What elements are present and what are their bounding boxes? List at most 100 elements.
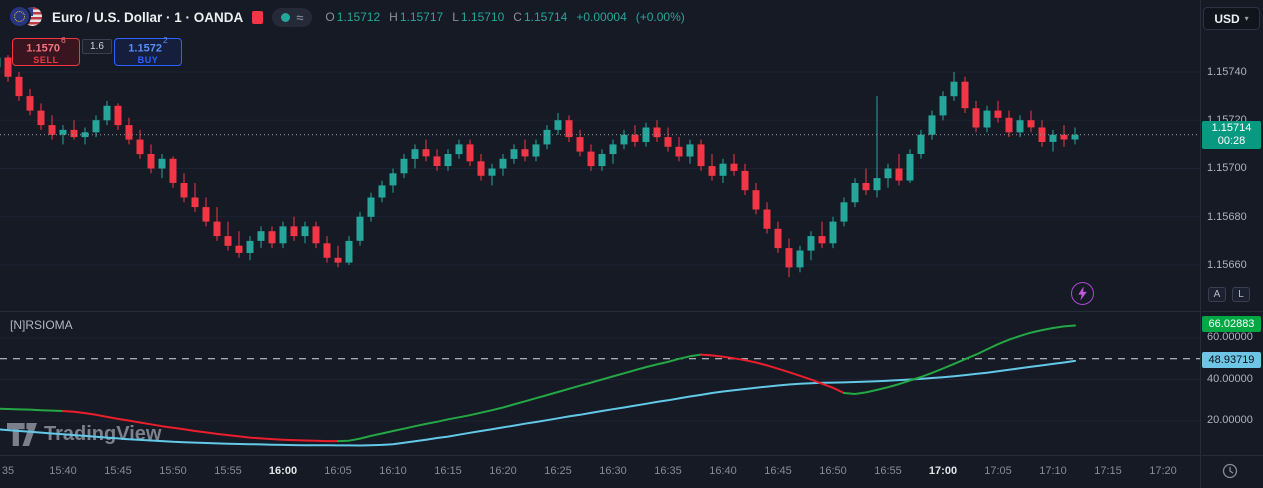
candle-body-down (169, 158, 177, 183)
time-axis-label: 15:55 (214, 465, 242, 477)
candle-body-down (972, 108, 980, 128)
indicator-status-pill[interactable]: ≈ (272, 7, 313, 27)
rsi-value-badge: 66.02883 (1202, 316, 1261, 332)
candle-body-down (862, 183, 870, 191)
candle-body-up (829, 221, 837, 244)
time-axis-label: 17:20 (1149, 465, 1177, 477)
time-axis-label: 16:30 (599, 465, 627, 477)
time-axis-label: 15:45 (104, 465, 132, 477)
sell-button[interactable]: 1.15706 SELL (12, 36, 80, 66)
candle-body-down (147, 154, 155, 169)
tradingview-logo-icon (7, 423, 37, 446)
candle-body-up (906, 154, 914, 181)
candle-body-down (114, 105, 122, 126)
auto-scale-button[interactable]: A (1208, 287, 1226, 302)
change-value: +0.00004 (576, 10, 627, 24)
candle-body-up (103, 105, 111, 121)
time-axis-label: 16:25 (544, 465, 572, 477)
candle-body-up (1016, 120, 1024, 133)
indicator-title[interactable]: [N]RSIOMA (10, 318, 73, 332)
candle-body-up (851, 183, 859, 203)
price-axis-label: 1.15700 (1207, 162, 1247, 174)
close-label: C (513, 10, 522, 24)
approx-icon: ≈ (296, 9, 304, 25)
rsi-line-up (0, 407, 64, 412)
candle-body-down (125, 125, 133, 140)
candle-body-down (15, 76, 23, 97)
candle-body-down (70, 129, 78, 138)
current-price: 1.15714 (1211, 122, 1252, 134)
candle-body-down (323, 243, 331, 258)
candle-body-up (400, 158, 408, 174)
candle-body-down (1027, 120, 1035, 128)
buy-price-pip: 2 (162, 35, 168, 46)
time-axis-label: 16:40 (709, 465, 737, 477)
candle-body-up (873, 178, 881, 191)
buy-price: 1.1572 (128, 42, 162, 55)
candle-body-down (312, 226, 320, 244)
time-axis-label: 15:40 (49, 465, 77, 477)
candle-body-down (334, 257, 342, 263)
time-axis-label: 17:05 (984, 465, 1012, 477)
lightning-bolt-icon (1078, 286, 1087, 301)
candle-body-up (796, 250, 804, 268)
candle-body-up (686, 144, 694, 157)
ohlc-readout: O 1.15712 H 1.15717 L 1.15710 C 1.15714 +0.0… (325, 10, 684, 24)
order-entry-widget: 1.15706 SELL 1.6 1.15722 BUY (12, 35, 182, 66)
log-scale-button[interactable]: L (1232, 287, 1250, 302)
indicator-axis-label: 20.00000 (1207, 414, 1253, 426)
candle-body-up (917, 134, 925, 154)
candle-body-down (741, 170, 749, 191)
candle-body-down (224, 236, 232, 246)
close-value: 1.15714 (523, 10, 568, 24)
candle-body-up (983, 110, 991, 128)
candle-body-up (257, 231, 265, 241)
candle-body-up (642, 127, 650, 142)
buy-button[interactable]: 1.15722 BUY (114, 35, 182, 66)
candle-body-up (719, 163, 727, 176)
candle-body-down (1038, 127, 1046, 142)
clock-icon[interactable] (1221, 462, 1239, 480)
candle-body-up (0, 57, 1, 68)
candle-body-down (785, 248, 793, 268)
candle-body-down (4, 57, 12, 77)
candle-body-up (950, 81, 958, 97)
main-price-chart[interactable] (0, 0, 1200, 311)
price-axis-label: 1.15680 (1207, 211, 1247, 223)
indicator-axis-label: 40.00000 (1207, 373, 1253, 385)
candle-body-down (180, 183, 188, 198)
candle-body-down (268, 231, 276, 244)
candle-body-up (609, 144, 617, 155)
candle-body-down (48, 125, 56, 135)
current-price-badge: 1.15714 00:28 (1202, 121, 1261, 149)
sell-price: 1.1570 (26, 42, 60, 55)
low-label: L (452, 10, 459, 24)
buy-label: BUY (137, 55, 159, 66)
chart-topbar: Euro / U.S. Dollar · 1 · OANDA ≈ O 1.1571… (0, 0, 685, 34)
price-scale[interactable]: USD ▾ 1.15740 1.15720 1.15700 1.15680 1.1566… (1200, 0, 1263, 455)
candle-body-down (191, 197, 199, 208)
candle-body-up (279, 226, 287, 244)
candle-body-down (752, 190, 760, 210)
candle-body-up (1071, 134, 1079, 140)
rsi-line-up (337, 353, 702, 443)
time-axis-label: 16:05 (324, 465, 352, 477)
candle-body-up (59, 129, 67, 135)
bar-countdown: 00:28 (1217, 135, 1246, 147)
rsi-ma-value-badge: 48.93719 (1202, 352, 1261, 368)
candle-body-down (730, 163, 738, 171)
candle-body-up (532, 144, 540, 157)
candle-body-down (961, 81, 969, 109)
candle-body-down (774, 228, 782, 249)
scale-buttons: A L (1208, 287, 1250, 302)
rsioma-chart[interactable] (0, 312, 1200, 456)
candle-body-down (708, 166, 716, 176)
candle-body-down (895, 168, 903, 181)
symbol-title[interactable]: Euro / U.S. Dollar · 1 · OANDA (52, 9, 244, 25)
time-axis[interactable]: 35 15:40 15:45 15:50 15:55 16:00 16:05 16:10 16:… (0, 455, 1263, 488)
candle-body-down (466, 144, 474, 162)
instant-order-button[interactable] (1071, 282, 1094, 305)
currency-dropdown[interactable]: USD ▾ (1203, 7, 1260, 30)
candle-body-up (455, 144, 463, 155)
candle-body-up (378, 185, 386, 198)
